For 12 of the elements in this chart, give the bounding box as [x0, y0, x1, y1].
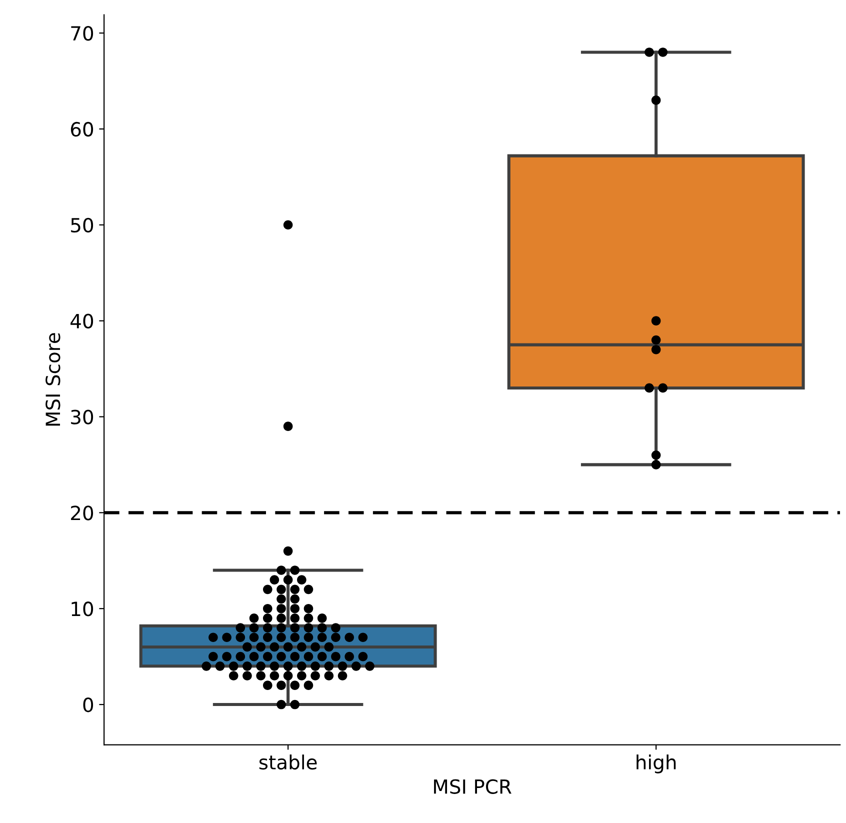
y-tick-label: 10	[72, 602, 94, 616]
y-tick-label: 60	[70, 122, 94, 137]
x-tick-label: high	[636, 754, 676, 774]
x-tick-label: stable	[259, 754, 317, 770]
y-tick-label: 70	[71, 26, 94, 41]
y-tick-label: 20	[71, 506, 94, 520]
y-tick-label: 40	[70, 314, 94, 328]
y-axis-title: MSI Score	[46, 333, 60, 426]
y-tick-label: 30	[71, 410, 94, 424]
y-tick-label: 50	[71, 218, 94, 233]
x-axis-title: MSI PCR	[434, 779, 512, 794]
y-tick-label: 0	[83, 697, 94, 712]
